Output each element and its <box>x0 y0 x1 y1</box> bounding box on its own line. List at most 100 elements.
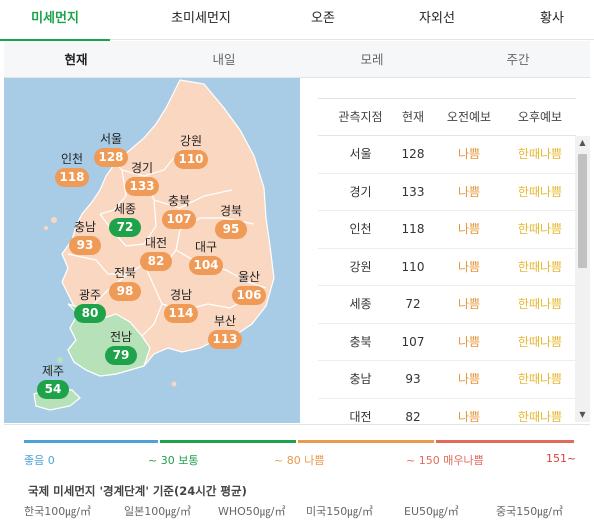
tab-fine-dust[interactable]: 미세먼지 <box>0 0 110 41</box>
map-region-gwangju[interactable]: 광주 80 <box>67 288 113 323</box>
pollutant-tabs: 미세먼지 초미세먼지 오존 자외선 황사 <box>0 0 594 41</box>
standard-who: WHO50㎍/㎥ <box>218 505 286 518</box>
cell-station: 세종 <box>349 297 372 311</box>
map-region-busan[interactable]: 부산 113 <box>202 314 248 349</box>
cell-station: 충남 <box>349 372 372 386</box>
map-region-jeju[interactable]: 제주 54 <box>30 364 76 399</box>
cell-am-forecast: 나쁨 <box>457 184 481 199</box>
map-region-seoul[interactable]: 서울 128 <box>88 132 134 167</box>
map-value-badge: 106 <box>232 286 266 305</box>
cell-current: 93 <box>405 372 421 386</box>
map-region-gangwon[interactable]: 강원 110 <box>168 134 214 169</box>
scale-label-max: 151~ <box>546 452 577 465</box>
scale-label-very-bad: ~ 150 매우나쁨 <box>406 454 484 467</box>
map-value-badge: 110 <box>174 150 208 169</box>
map-region-daejeon[interactable]: 대전 82 <box>133 236 179 271</box>
scale-bar-normal <box>160 440 296 443</box>
map-value-badge: 128 <box>94 148 128 167</box>
standard-china: 중국150㎍/㎥ <box>496 505 563 518</box>
tab-tomorrow[interactable]: 내일 <box>212 52 236 67</box>
cell-station: 서울 <box>349 147 372 161</box>
table-row: 세종 72 나쁨 한때나쁨 <box>318 286 576 324</box>
map-region-chungnam[interactable]: 충남 93 <box>62 220 108 255</box>
scale-label-bad: ~ 80 나쁨 <box>274 454 325 467</box>
map-value-badge: 107 <box>162 210 196 229</box>
tab-weekly[interactable]: 주간 <box>506 52 530 67</box>
col-am-forecast: 오전예보 <box>446 110 492 124</box>
col-current: 현재 <box>401 110 425 124</box>
period-tabs: 현재 내일 모레 주간 <box>4 41 590 78</box>
tab-uv[interactable]: 자외선 <box>419 11 455 26</box>
tab-day-after-tomorrow[interactable]: 모레 <box>360 52 384 67</box>
scale-label-normal: ~ 30 보통 <box>148 454 199 467</box>
scroll-up-arrow-icon[interactable]: ▲ <box>579 138 586 147</box>
cell-station: 대전 <box>349 409 372 423</box>
table-row: 서울 128 나쁨 한때나쁨 <box>318 136 576 174</box>
table-row: 인천 118 나쁨 한때나쁨 <box>318 211 576 249</box>
standard-japan: 일본100㎍/㎥ <box>124 505 191 518</box>
map-value-badge: 104 <box>189 256 223 275</box>
standard-usa: 미국150㎍/㎥ <box>306 505 373 518</box>
cell-current: 107 <box>401 334 425 349</box>
map-value-badge: 93 <box>69 236 101 255</box>
tab-ozone[interactable]: 오존 <box>311 11 335 26</box>
cell-current: 82 <box>405 409 421 423</box>
table-scrollbar[interactable]: ▲ ▼ <box>575 136 590 422</box>
scale-bar-very-bad <box>436 440 574 443</box>
cell-am-forecast: 나쁨 <box>457 222 481 236</box>
standards-title: 국제 미세먼지 '경계단계' 기준(24시간 평균) <box>28 484 247 498</box>
map-value-badge: 72 <box>109 218 141 237</box>
cell-station: 강원 <box>349 259 372 274</box>
map-value-badge: 133 <box>125 177 159 196</box>
table-row: 강원 110 나쁨 한때나쁨 <box>318 249 576 286</box>
cell-am-forecast: 나쁨 <box>457 409 481 423</box>
scale-bar-good <box>24 440 158 443</box>
map-region-jeonnam[interactable]: 전남 79 <box>98 330 144 365</box>
cell-am-forecast: 나쁨 <box>457 372 481 386</box>
map-region-gyeonggi[interactable]: 경기 133 <box>119 161 165 196</box>
map-value-badge: 98 <box>109 282 141 301</box>
cell-am-forecast: 나쁨 <box>457 259 481 274</box>
map-region-gyeongbuk[interactable]: 경북 95 <box>208 204 254 239</box>
table-row: 대전 82 나쁨 한때나쁨 <box>318 399 576 423</box>
cell-am-forecast: 나쁨 <box>457 297 481 311</box>
map-region-ulsan[interactable]: 울산 106 <box>226 270 272 305</box>
table-row: 경기 133 나쁨 한때나쁨 <box>318 174 576 211</box>
cell-am-forecast: 나쁨 <box>457 147 481 161</box>
scroll-down-arrow-icon[interactable]: ▼ <box>579 410 586 419</box>
cell-current: 128 <box>401 147 425 161</box>
table-header: 관측지점 현재 오전예보 오후예보 <box>318 98 576 136</box>
cell-station: 경기 <box>349 184 372 199</box>
map-region-daegu[interactable]: 대구 104 <box>183 240 229 275</box>
cell-current: 118 <box>401 222 425 236</box>
map-region-sejong[interactable]: 세종 72 <box>102 202 148 237</box>
tab-now[interactable]: 현재 <box>64 52 88 67</box>
map-value-badge: 82 <box>140 252 172 271</box>
cell-pm-forecast: 한때나쁨 <box>517 184 563 199</box>
tab-yellow-dust[interactable]: 황사 <box>540 11 564 26</box>
map-value-badge: 118 <box>55 168 89 187</box>
table-row: 충북 107 나쁨 한때나쁨 <box>318 324 576 361</box>
map-region-jeonbuk[interactable]: 전북 98 <box>102 266 148 301</box>
scroll-thumb[interactable] <box>578 154 587 268</box>
scale-label-good: 좋음 0 <box>24 454 55 467</box>
cell-current: 72 <box>405 297 421 311</box>
map-region-gyeongnam[interactable]: 경남 114 <box>158 288 204 323</box>
map-value-badge: 95 <box>215 220 247 239</box>
section-divider <box>4 424 590 425</box>
map-region-incheon[interactable]: 인천 118 <box>49 152 95 187</box>
standard-eu: EU50㎍/㎥ <box>404 505 459 518</box>
map-value-badge: 54 <box>37 380 69 399</box>
col-station: 관측지점 <box>338 110 383 124</box>
observation-table: 관측지점 현재 오전예보 오후예보 서울 128 나쁨 한때나쁨 경기 133 … <box>318 98 590 422</box>
map-value-badge: 114 <box>164 304 198 323</box>
cell-pm-forecast: 한때나쁨 <box>517 259 563 274</box>
map-value-badge: 80 <box>74 304 106 323</box>
cell-pm-forecast: 한때나쁨 <box>517 147 563 161</box>
cell-station: 인천 <box>349 222 372 236</box>
korea-map: 서울 128 강원 110 인천 118 경기 133 충북 107 세종 72 경북 95 … <box>4 78 300 423</box>
cell-current: 110 <box>401 259 425 274</box>
cell-pm-forecast: 한때나쁨 <box>517 372 563 386</box>
map-region-chungbuk[interactable]: 충북 107 <box>156 194 202 229</box>
tab-ultrafine-dust[interactable]: 초미세먼지 <box>171 11 231 26</box>
